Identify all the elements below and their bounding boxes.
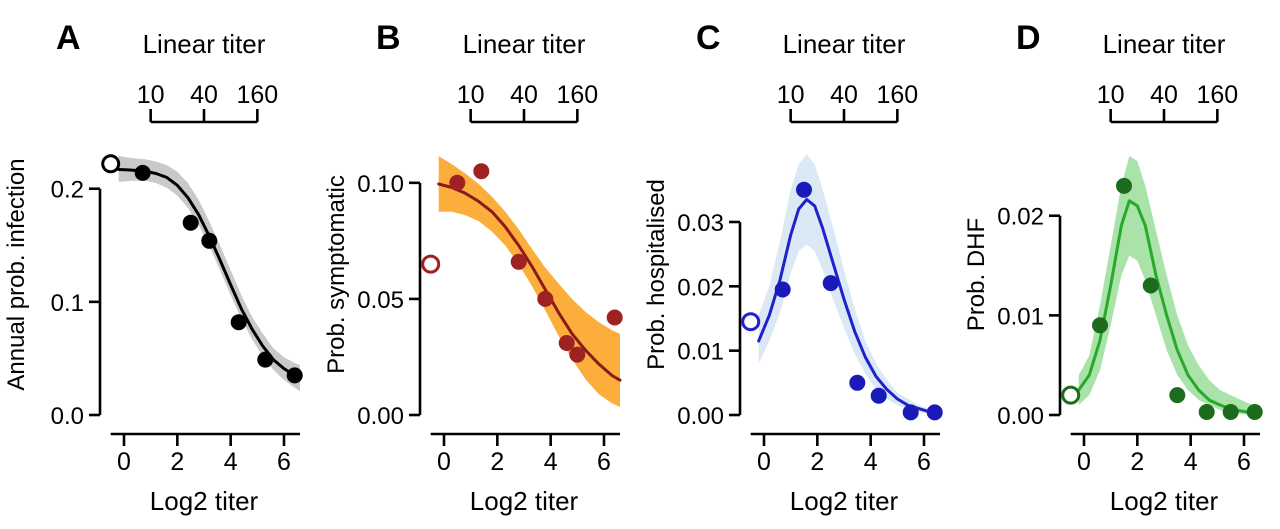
data-point <box>849 374 866 391</box>
x-tick-label: 6 <box>277 448 291 476</box>
panel-label: A <box>56 19 81 57</box>
data-point <box>1246 404 1263 420</box>
y-tick-label: 0.02 <box>677 274 724 301</box>
open-point <box>101 154 121 174</box>
data-point <box>1198 404 1215 420</box>
x-tick-label: 2 <box>810 448 824 476</box>
x-tick-label: 0 <box>437 448 451 476</box>
top-axis-title: Linear titer <box>782 29 906 59</box>
x-tick-label: 6 <box>1237 448 1251 476</box>
plot-svg: 0.00 0.01 0.02 0 2 4 6 10 40 160 <box>997 81 1263 476</box>
top-tick-label: 160 <box>556 81 598 109</box>
panel-label: C <box>696 19 721 57</box>
confidence-band <box>118 155 300 392</box>
x-tick-label: 6 <box>917 448 931 476</box>
y-tick-label: 0.2 <box>51 177 84 204</box>
top-tick-label: 40 <box>1150 81 1178 109</box>
data-point <box>510 253 527 270</box>
open-point <box>421 254 441 274</box>
data-point <box>1116 177 1132 194</box>
data-point <box>1142 277 1159 294</box>
confidence-band <box>758 154 940 414</box>
x-axis-title: Log2 titer <box>789 486 899 517</box>
x-tick-label: 2 <box>170 448 184 476</box>
x-tick-label: 2 <box>490 448 504 476</box>
panel-b: B Linear titer Prob. symptomatic Log2 ti… <box>320 0 640 529</box>
data-point <box>286 367 303 384</box>
x-tick-label: 0 <box>757 448 771 476</box>
x-tick-label: 2 <box>1130 448 1144 476</box>
panel-a: A Linear titer Annual prob. infection Lo… <box>0 0 320 529</box>
data-point <box>182 214 199 231</box>
top-tick-label: 10 <box>137 81 165 109</box>
top-axis-title: Linear titer <box>1102 29 1226 59</box>
data-point <box>796 181 812 198</box>
y-tick-label: 0.03 <box>677 210 724 237</box>
x-axis-title: Log2 titer <box>469 486 579 517</box>
data-point <box>257 351 274 368</box>
fit-curve <box>437 182 622 382</box>
y-tick-label: 0.01 <box>677 339 724 366</box>
top-axis-title: Linear titer <box>462 29 586 59</box>
x-tick-label: 6 <box>597 448 611 476</box>
panel-label: D <box>1016 19 1041 57</box>
data-point <box>1169 387 1186 404</box>
plot-svg: 0.00 0.01 0.02 0.03 0 2 4 6 10 40 160 <box>677 81 943 476</box>
fit-curve <box>117 168 302 380</box>
y-tick-label: 0.00 <box>357 403 404 430</box>
data-point <box>822 275 839 292</box>
x-tick-label: 4 <box>864 448 878 476</box>
top-axis-title: Linear titer <box>142 29 266 59</box>
top-tick-label: 10 <box>1097 81 1125 109</box>
data-point <box>449 174 466 191</box>
x-axis-title: Log2 titer <box>1109 486 1219 517</box>
y-tick-label: 0.1 <box>51 290 84 317</box>
data-point <box>902 404 919 421</box>
top-tick-label: 160 <box>236 81 278 109</box>
top-tick-label: 40 <box>830 81 858 109</box>
data-point <box>606 309 623 326</box>
top-tick-label: 160 <box>876 81 918 109</box>
panel-label: B <box>376 19 401 57</box>
y-tick-label: 0.05 <box>357 287 404 314</box>
y-tick-label: 0.00 <box>677 403 724 430</box>
top-tick-label: 10 <box>457 81 485 109</box>
data-point <box>134 164 151 181</box>
panel-c: C Linear titer Prob. hospitalised Log2 t… <box>640 0 960 529</box>
open-point <box>1061 385 1081 405</box>
data-point <box>1092 317 1108 334</box>
data-point <box>230 314 247 331</box>
x-tick-label: 0 <box>117 448 131 476</box>
y-tick-label: 0.00 <box>997 403 1044 430</box>
plot-svg: 0.0 0.1 0.2 0 2 4 6 10 40 160 <box>51 81 303 476</box>
data-point <box>870 387 887 404</box>
confidence-band <box>1078 156 1260 415</box>
y-tick-label: 0.01 <box>997 303 1044 330</box>
y-tick-label: 0.02 <box>997 204 1044 231</box>
top-tick-label: 40 <box>510 81 538 109</box>
data-point <box>473 163 490 180</box>
x-tick-label: 4 <box>544 448 558 476</box>
data-point <box>201 232 218 249</box>
data-point <box>558 335 575 351</box>
panel-d: D Linear titer Prob. DHF Log2 titer 0.00… <box>960 0 1280 529</box>
plot-svg: 0.00 0.05 0.10 0 2 4 6 10 40 160 <box>357 81 623 476</box>
top-tick-label: 160 <box>1196 81 1238 109</box>
data-point <box>569 346 586 363</box>
data-point <box>926 404 943 421</box>
top-tick-label: 10 <box>777 81 805 109</box>
top-tick-label: 40 <box>190 81 218 109</box>
confidence-band <box>438 156 620 407</box>
y-tick-label: 0.0 <box>51 403 84 430</box>
data-point <box>537 290 554 307</box>
data-point <box>774 281 791 298</box>
x-tick-label: 4 <box>1184 448 1198 476</box>
x-axis-title: Log2 titer <box>149 486 259 517</box>
x-tick-label: 0 <box>1077 448 1091 476</box>
data-point <box>1222 404 1239 420</box>
y-tick-label: 0.10 <box>357 171 404 198</box>
open-point <box>741 312 761 332</box>
x-tick-label: 4 <box>224 448 238 476</box>
